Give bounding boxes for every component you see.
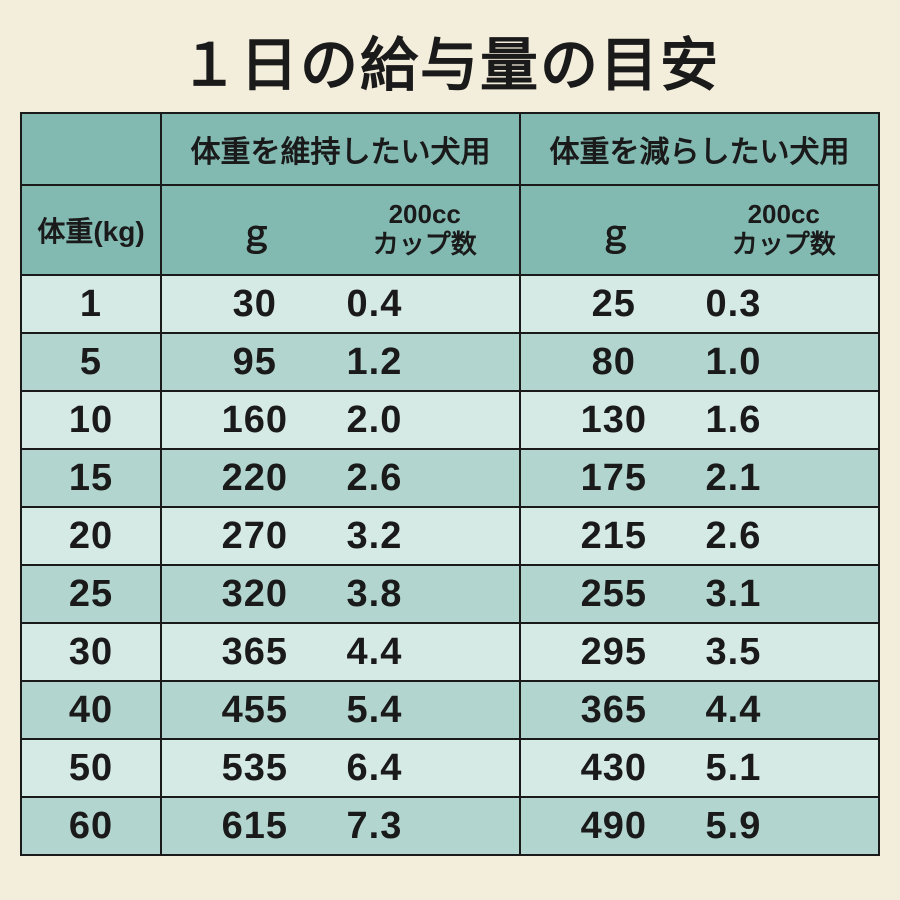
reduce-g: 430 xyxy=(528,747,699,790)
cell-reduce: 4305.1 xyxy=(520,739,879,797)
reduce-cup: 2.6 xyxy=(700,515,871,558)
maintain-cup: 0.4 xyxy=(341,283,512,326)
table-row: 303654.42953.5 xyxy=(21,623,879,681)
reduce-cup: 2.1 xyxy=(700,457,871,500)
cell-maintain: 3654.4 xyxy=(161,623,520,681)
header-maintain: 体重を維持したい犬用 xyxy=(161,113,520,185)
maintain-g: 365 xyxy=(169,631,340,674)
cell-maintain: 3203.8 xyxy=(161,565,520,623)
maintain-g: 455 xyxy=(169,689,340,732)
reduce-cup: 1.0 xyxy=(700,341,871,384)
header-maintain-g: ｇ xyxy=(172,206,341,255)
cell-reduce: 1301.6 xyxy=(520,391,879,449)
cell-weight: 40 xyxy=(21,681,161,739)
table-row: 1300.4250.3 xyxy=(21,275,879,333)
cell-weight: 30 xyxy=(21,623,161,681)
maintain-g: 220 xyxy=(169,457,340,500)
maintain-cup: 3.2 xyxy=(341,515,512,558)
maintain-cup: 3.8 xyxy=(341,573,512,616)
cell-maintain: 6157.3 xyxy=(161,797,520,855)
cell-weight: 50 xyxy=(21,739,161,797)
cell-maintain: 1602.0 xyxy=(161,391,520,449)
reduce-g: 175 xyxy=(528,457,699,500)
maintain-g: 320 xyxy=(169,573,340,616)
table-row: 404555.43654.4 xyxy=(21,681,879,739)
table-row: 202703.22152.6 xyxy=(21,507,879,565)
cell-maintain: 5356.4 xyxy=(161,739,520,797)
cell-weight: 25 xyxy=(21,565,161,623)
cell-maintain: 2202.6 xyxy=(161,449,520,507)
table-row: 505356.44305.1 xyxy=(21,739,879,797)
table-row: 101602.01301.6 xyxy=(21,391,879,449)
cell-reduce: 2953.5 xyxy=(520,623,879,681)
maintain-cup: 4.4 xyxy=(341,631,512,674)
cell-weight: 20 xyxy=(21,507,161,565)
maintain-cup: 1.2 xyxy=(341,341,512,384)
reduce-g: 490 xyxy=(528,805,699,848)
cell-reduce: 250.3 xyxy=(520,275,879,333)
reduce-g: 365 xyxy=(528,689,699,732)
reduce-g: 255 xyxy=(528,573,699,616)
maintain-g: 160 xyxy=(169,399,340,442)
maintain-g: 30 xyxy=(169,283,340,326)
cell-weight: 60 xyxy=(21,797,161,855)
header-reduce-g: ｇ xyxy=(531,206,700,255)
maintain-g: 95 xyxy=(169,341,340,384)
cell-maintain: 4555.4 xyxy=(161,681,520,739)
cell-reduce: 1752.1 xyxy=(520,449,879,507)
reduce-cup: 5.9 xyxy=(700,805,871,848)
table-body: 1300.4250.35951.2801.0101602.01301.61522… xyxy=(21,275,879,855)
cell-weight: 10 xyxy=(21,391,161,449)
maintain-cup: 2.0 xyxy=(341,399,512,442)
table-row: 152202.61752.1 xyxy=(21,449,879,507)
reduce-cup: 0.3 xyxy=(700,283,871,326)
maintain-g: 615 xyxy=(169,805,340,848)
reduce-g: 130 xyxy=(528,399,699,442)
maintain-g: 535 xyxy=(169,747,340,790)
cell-weight: 15 xyxy=(21,449,161,507)
reduce-g: 80 xyxy=(528,341,699,384)
cell-weight: 5 xyxy=(21,333,161,391)
maintain-cup: 5.4 xyxy=(341,689,512,732)
page-title: １日の給与量の目安 xyxy=(180,18,720,102)
feeding-table: 体重を維持したい犬用 体重を減らしたい犬用 体重(kg) ｇ 200cc カップ… xyxy=(20,112,880,856)
reduce-cup: 3.1 xyxy=(700,573,871,616)
table-row: 5951.2801.0 xyxy=(21,333,879,391)
header-weight: 体重(kg) xyxy=(21,185,161,275)
header-reduce: 体重を減らしたい犬用 xyxy=(520,113,879,185)
cell-reduce: 801.0 xyxy=(520,333,879,391)
cell-maintain: 2703.2 xyxy=(161,507,520,565)
cell-reduce: 4905.9 xyxy=(520,797,879,855)
header-row-groups: 体重を維持したい犬用 体重を減らしたい犬用 xyxy=(21,113,879,185)
reduce-g: 295 xyxy=(528,631,699,674)
maintain-g: 270 xyxy=(169,515,340,558)
reduce-cup: 4.4 xyxy=(700,689,871,732)
table-row: 606157.34905.9 xyxy=(21,797,879,855)
header-maintain-cup: 200cc カップ数 xyxy=(341,200,510,260)
reduce-cup: 3.5 xyxy=(700,631,871,674)
header-row-sub: 体重(kg) ｇ 200cc カップ数 ｇ 200cc カップ数 xyxy=(21,185,879,275)
reduce-g: 215 xyxy=(528,515,699,558)
header-maintain-sub: ｇ 200cc カップ数 xyxy=(161,185,520,275)
cell-reduce: 2553.1 xyxy=(520,565,879,623)
header-empty xyxy=(21,113,161,185)
cell-maintain: 300.4 xyxy=(161,275,520,333)
table-row: 253203.82553.1 xyxy=(21,565,879,623)
maintain-cup: 7.3 xyxy=(341,805,512,848)
cell-reduce: 2152.6 xyxy=(520,507,879,565)
cell-reduce: 3654.4 xyxy=(520,681,879,739)
header-reduce-sub: ｇ 200cc カップ数 xyxy=(520,185,879,275)
cell-maintain: 951.2 xyxy=(161,333,520,391)
maintain-cup: 2.6 xyxy=(341,457,512,500)
maintain-cup: 6.4 xyxy=(341,747,512,790)
reduce-cup: 1.6 xyxy=(700,399,871,442)
cell-weight: 1 xyxy=(21,275,161,333)
reduce-cup: 5.1 xyxy=(700,747,871,790)
header-reduce-cup: 200cc カップ数 xyxy=(700,200,869,260)
reduce-g: 25 xyxy=(528,283,699,326)
